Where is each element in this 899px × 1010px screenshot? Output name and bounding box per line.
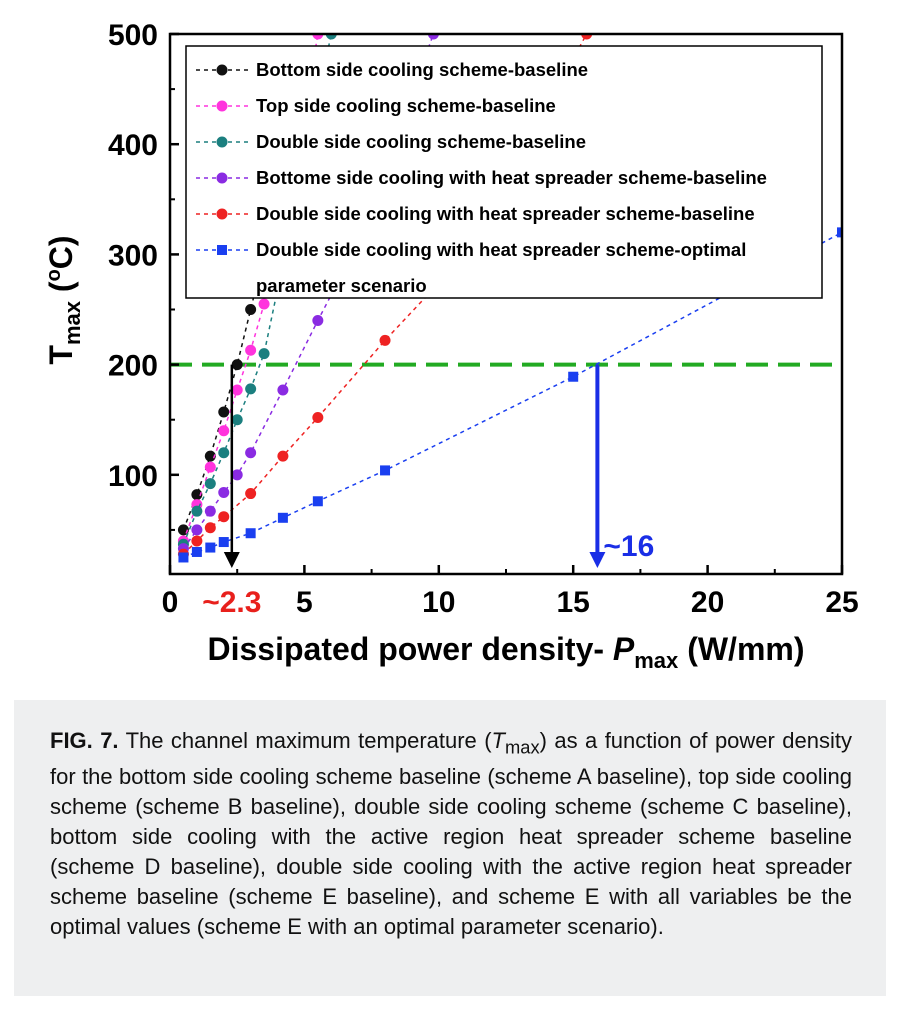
data-point <box>231 469 243 481</box>
data-point <box>258 298 270 310</box>
x-tick-label: 10 <box>422 586 455 619</box>
y-tick-label: 400 <box>108 129 158 162</box>
caption-text-2: ) as a function of power density for the… <box>50 728 852 940</box>
data-point <box>204 450 216 462</box>
legend-label: parameter scenario <box>256 275 427 296</box>
data-point <box>204 522 216 534</box>
y-tick-label: 200 <box>108 350 158 383</box>
data-point <box>325 34 337 40</box>
data-point <box>245 344 257 356</box>
data-point <box>245 528 256 539</box>
data-point <box>191 489 203 501</box>
data-point <box>231 384 243 396</box>
data-point <box>191 524 203 536</box>
series-3 <box>177 34 337 550</box>
data-point <box>427 34 439 40</box>
data-point <box>191 505 203 517</box>
y-tick-label: 100 <box>108 460 158 493</box>
x-tick-label: 5 <box>296 586 313 619</box>
data-point <box>277 450 289 462</box>
x-tick-label: 15 <box>557 586 590 619</box>
legend-label: Bottome side cooling with heat spreader … <box>256 167 767 188</box>
legend-label: Double side cooling with heat spreader s… <box>256 239 746 260</box>
x-tick-label: 0 <box>162 586 179 619</box>
legend-marker <box>216 100 228 112</box>
data-point <box>218 425 230 437</box>
chart: 0 5 10 15 20 25 100 200 300 400 500 ~2.3 ~16 Bottom… <box>43 19 859 673</box>
legend-label: Bottom side cooling scheme-baseline <box>256 59 588 80</box>
x-tick-label: 20 <box>691 586 724 619</box>
legend-marker <box>216 64 228 76</box>
series-line <box>183 231 842 559</box>
legend-marker <box>217 245 227 255</box>
data-point <box>178 552 189 563</box>
data-point <box>312 34 324 40</box>
data-point <box>277 384 289 396</box>
annotation-arrow-head <box>589 552 606 568</box>
series-line <box>182 34 435 550</box>
legend-marker <box>216 136 228 148</box>
annotation-label: ~2.3 <box>202 586 261 619</box>
data-point <box>245 447 257 459</box>
data-point <box>312 496 323 507</box>
legend-marker <box>216 172 228 184</box>
x-tick-label: 25 <box>825 586 858 619</box>
data-point <box>191 546 202 557</box>
data-point <box>581 34 593 40</box>
data-point <box>245 488 257 500</box>
series-6 <box>178 227 842 563</box>
caption-text-1: The channel maximum temperature ( <box>118 728 492 753</box>
x-axis-label: Dissipated power density- Pmax (W/mm) <box>207 631 804 673</box>
legend-label: Double side cooling with heat spreader s… <box>256 203 755 224</box>
data-point <box>568 371 579 382</box>
annotation-arrow-head <box>223 552 240 568</box>
annotation-label: ~16 <box>603 530 654 563</box>
caption-label: FIG. 7. <box>50 728 119 753</box>
data-point <box>191 535 203 547</box>
legend-label: Double side cooling scheme-baseline <box>256 131 586 152</box>
data-point <box>204 461 216 473</box>
data-point <box>231 359 243 371</box>
data-point <box>218 486 230 498</box>
caption-sub: max <box>505 736 540 758</box>
legend-box <box>185 45 823 299</box>
y-tick-label: 300 <box>108 239 158 272</box>
figure-caption: FIG. 7. The channel maximum temperature … <box>14 700 886 996</box>
y-axis-label: Tmax (oC) <box>43 235 85 364</box>
data-point <box>380 465 391 476</box>
caption-t: T <box>491 728 505 753</box>
data-point <box>379 334 391 346</box>
data-point <box>218 511 230 523</box>
data-point <box>277 512 288 523</box>
y-tick-label: 500 <box>108 19 158 52</box>
data-point <box>218 406 230 418</box>
legend-label: Top side cooling scheme-baseline <box>256 95 556 116</box>
data-point <box>205 542 216 553</box>
data-point <box>204 478 216 490</box>
data-point <box>312 412 324 424</box>
data-point <box>258 348 270 360</box>
data-point <box>218 447 230 459</box>
legend-marker <box>216 208 228 220</box>
data-point <box>245 304 257 316</box>
data-point <box>231 414 243 426</box>
data-point <box>837 227 842 238</box>
data-point <box>312 315 324 327</box>
data-point <box>204 505 216 517</box>
data-point <box>245 383 257 395</box>
data-point <box>218 537 229 548</box>
